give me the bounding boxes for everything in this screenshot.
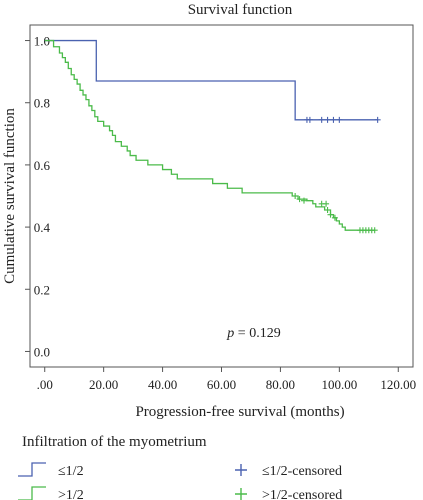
y-tick-label: 1.0 (34, 34, 50, 49)
p-value: = 0.129 (234, 326, 280, 341)
censor-marker-0 (330, 116, 337, 123)
legend-censored-label: ≤1/2-censored (262, 464, 342, 479)
series-layer (44, 39, 381, 234)
x-tick-label: 100.00 (321, 377, 357, 392)
y-tick-label: 0.8 (34, 96, 50, 111)
series-line-1 (44, 39, 375, 231)
p-value-annotation: p = 0.129 (226, 326, 280, 341)
censor-marker-1 (371, 227, 378, 234)
censor-marker-1 (292, 193, 299, 199)
censor-marker-0 (318, 116, 325, 123)
legend-line-symbol (18, 462, 46, 477)
censor-marker-0 (324, 116, 331, 123)
x-tick-label: .00 (37, 377, 53, 392)
chart-title: Survival function (188, 2, 293, 18)
legend-censored-label: >1/2-censored (262, 488, 342, 500)
y-tick-label: 0.2 (34, 282, 50, 297)
x-tick-label: 20.00 (89, 377, 118, 392)
legend-label: ≤1/2 (58, 464, 84, 479)
censor-marker-0 (306, 116, 313, 123)
legend-title: Infiltration of the myometrium (22, 434, 207, 450)
y-tick-label: 0.0 (34, 344, 50, 359)
y-tick-label: 0.4 (34, 220, 51, 235)
censor-marker-0 (374, 116, 381, 123)
x-tick-label: 120.00 (380, 377, 416, 392)
legend: ≤1/2 ≤1/2-censored >1/2 >1/2-censored (18, 462, 342, 500)
censor-marker-1 (300, 197, 307, 204)
series-line-0 (44, 39, 378, 121)
plot-frame (29, 24, 414, 368)
censor-marker-1 (323, 200, 330, 207)
x-tick-label: 80.00 (266, 377, 295, 392)
censor-marker-0 (336, 116, 343, 123)
x-tick-label: 40.00 (148, 377, 177, 392)
y-axis-title: Cumulative survival function (2, 108, 18, 284)
x-axis: .00 20.00 40.00 60.00 80.00 100.00 120.00 (37, 367, 416, 392)
censor-marker-1 (324, 206, 331, 213)
p-symbol: p (226, 326, 234, 341)
censor-marker-1 (331, 214, 338, 221)
y-tick-label: 0.6 (34, 158, 51, 173)
x-axis-title: Progression-free survival (months) (135, 404, 344, 420)
y-axis: 0.0 0.2 0.4 0.6 0.8 1.0 (25, 34, 51, 359)
x-tick-label: 60.00 (207, 377, 236, 392)
censor-marker-1 (327, 211, 334, 218)
censor-marker-1 (296, 196, 303, 203)
legend-label: >1/2 (58, 488, 84, 500)
legend-censor-symbol (235, 464, 247, 476)
legend-censor-symbol (235, 488, 247, 500)
legend-line-symbol (18, 486, 46, 500)
